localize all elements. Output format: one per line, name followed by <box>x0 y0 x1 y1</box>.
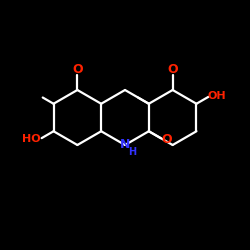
Text: O: O <box>72 63 83 76</box>
Text: O: O <box>162 133 172 146</box>
Text: HO: HO <box>22 134 40 144</box>
Text: H: H <box>128 147 136 157</box>
Text: O: O <box>167 63 178 76</box>
Text: N: N <box>120 138 130 151</box>
Text: OH: OH <box>208 90 227 101</box>
